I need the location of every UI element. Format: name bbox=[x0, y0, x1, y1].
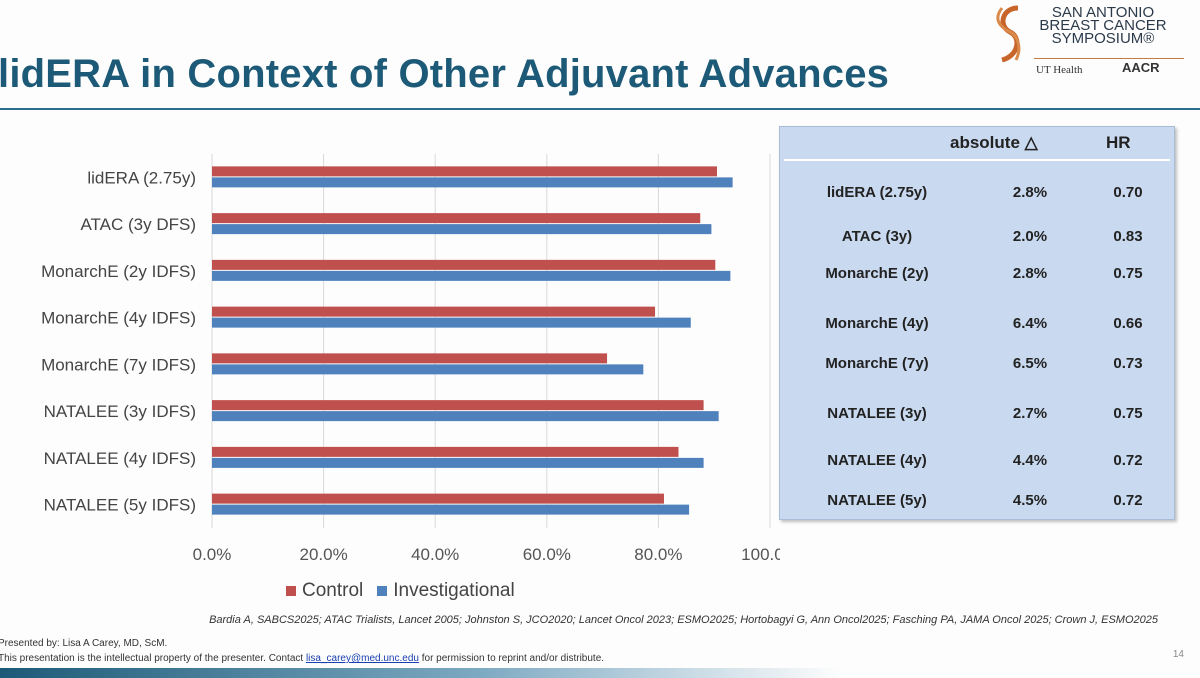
ribbon-logo-icon bbox=[996, 5, 1021, 63]
table-row: NATALEE (5y) 4.5% 0.72 bbox=[780, 492, 1174, 514]
table-header-divider bbox=[784, 159, 1170, 161]
row-absolute: 2.0% bbox=[1012, 228, 1048, 245]
bar-investigational bbox=[212, 504, 690, 515]
row-label: NATALEE (3y) bbox=[827, 405, 927, 422]
row-hr: 0.75 bbox=[1113, 265, 1143, 282]
presenter-credit: Presented by: Lisa A Carey, MD, ScM. bbox=[0, 638, 168, 649]
bar-control bbox=[212, 259, 716, 270]
bar-control bbox=[212, 400, 704, 411]
bar-control bbox=[212, 213, 701, 224]
row-absolute: 4.4% bbox=[1012, 452, 1048, 469]
row-absolute: 6.5% bbox=[1012, 355, 1048, 372]
legend-control-label: Control bbox=[302, 580, 364, 601]
table-row: NATALEE (4y) 4.4% 0.72 bbox=[780, 452, 1174, 474]
x-tick-label: 40.0% bbox=[411, 545, 459, 564]
row-label: lidERA (2.75y) bbox=[826, 184, 928, 201]
contact-email-link[interactable]: lisa_carey@med.unc.edu bbox=[305, 653, 419, 664]
bar-investigational bbox=[212, 177, 733, 188]
bar-investigational bbox=[212, 411, 719, 422]
legend-control-swatch bbox=[286, 586, 296, 596]
table-row: ATAC (3y) 2.0% 0.83 bbox=[780, 228, 1174, 250]
category-label: ATAC (3y DFS) bbox=[80, 215, 196, 234]
footer-bar bbox=[0, 668, 1200, 678]
table-row: MonarchE (2y) 2.8% 0.75 bbox=[780, 265, 1174, 287]
row-hr: 0.73 bbox=[1113, 355, 1143, 372]
title-divider bbox=[0, 108, 1200, 110]
row-label: MonarchE (2y) bbox=[825, 265, 929, 282]
bar-control bbox=[212, 493, 664, 504]
references: Bardia A, SABCS2025; ATAC Trialists, Lan… bbox=[209, 614, 1158, 626]
row-label: NATALEE (5y) bbox=[827, 492, 927, 509]
x-tick-label: 20.0% bbox=[299, 545, 347, 564]
logo-divider bbox=[1034, 58, 1184, 59]
table-row: NATALEE (3y) 2.7% 0.75 bbox=[780, 405, 1174, 427]
bar-investigational bbox=[212, 224, 712, 235]
table-header-absolute: absolute △ bbox=[950, 133, 1038, 152]
legend-control: Control bbox=[286, 580, 363, 602]
legend-investigational-swatch bbox=[377, 586, 388, 596]
x-tick-label: 0.0% bbox=[193, 545, 232, 564]
x-tick-label: 80.0% bbox=[634, 545, 682, 564]
bar-investigational bbox=[212, 317, 691, 328]
x-tick-label: 100.0% bbox=[741, 545, 780, 564]
legend-investigational-label: Investigational bbox=[393, 580, 515, 601]
table-row: MonarchE (4y) 6.4% 0.66 bbox=[780, 315, 1174, 337]
page-number: 14 bbox=[1172, 649, 1184, 660]
row-hr: 0.72 bbox=[1113, 452, 1143, 469]
table-row: lidERA (2.75y) 2.8% 0.70 bbox=[780, 184, 1174, 206]
row-absolute: 2.7% bbox=[1012, 405, 1048, 422]
table-header-hr: HR bbox=[1106, 133, 1131, 152]
bar-investigational bbox=[212, 364, 644, 375]
logo-line-1: SAN ANTONIO bbox=[1051, 4, 1155, 21]
row-hr: 0.83 bbox=[1113, 228, 1143, 245]
table-row: MonarchE (7y) 6.5% 0.73 bbox=[780, 355, 1174, 377]
slide-title: lidERA in Context of Other Adjuvant Adva… bbox=[0, 52, 890, 96]
category-label: MonarchE (2y IDFS) bbox=[41, 262, 196, 281]
ip-notice-pre: This presentation is the intellectual pr… bbox=[0, 653, 304, 664]
results-table: absolute △ HR lidERA (2.75y) 2.8% 0.70 ATAC… bbox=[779, 126, 1175, 520]
bar-investigational bbox=[212, 270, 731, 281]
category-label: lidERA (2.75y) bbox=[87, 168, 196, 187]
bar-control bbox=[212, 446, 679, 457]
row-absolute: 6.4% bbox=[1012, 315, 1048, 332]
bar-chart: 0.0% 20.0% 40.0% 60.0% 80.0% 100.0% lidERA (2.… bbox=[41, 154, 780, 564]
aacr-logo: AACR bbox=[1122, 60, 1160, 75]
row-label: ATAC (3y) bbox=[841, 228, 913, 245]
bar-control bbox=[212, 166, 717, 177]
row-hr: 0.70 bbox=[1113, 184, 1143, 201]
category-label: NATALEE (4y IDFS) bbox=[44, 449, 196, 468]
ut-health-logo: UT Health bbox=[1036, 64, 1083, 76]
x-tick-label: 60.0% bbox=[523, 545, 571, 564]
category-label: NATALEE (5y IDFS) bbox=[44, 496, 196, 515]
logo-line-3: SYMPOSIUM® bbox=[1051, 30, 1155, 47]
row-hr: 0.72 bbox=[1113, 492, 1143, 509]
bar-control bbox=[212, 353, 608, 364]
row-hr: 0.75 bbox=[1113, 405, 1143, 422]
row-absolute: 2.8% bbox=[1012, 184, 1048, 201]
row-hr: 0.66 bbox=[1113, 315, 1143, 332]
row-label: MonarchE (4y) bbox=[825, 315, 929, 332]
row-absolute: 4.5% bbox=[1012, 492, 1048, 509]
bar-control bbox=[212, 306, 656, 317]
category-label: MonarchE (4y IDFS) bbox=[41, 309, 196, 328]
sabcs-logo: SAN ANTONIO BREAST CANCER SYMPOSIUM® UT … bbox=[984, 2, 1194, 102]
ip-notice: This presentation is the intellectual pr… bbox=[0, 653, 604, 664]
chart-legend: Control Investigational bbox=[286, 580, 515, 602]
row-label: MonarchE (7y) bbox=[825, 355, 929, 372]
logo-line-2: BREAST CANCER bbox=[1039, 17, 1167, 34]
legend-investigational: Investigational bbox=[377, 580, 515, 602]
row-label: NATALEE (4y) bbox=[827, 452, 927, 469]
row-absolute: 2.8% bbox=[1012, 265, 1048, 282]
ip-notice-post: for permission to reprint and/or distrib… bbox=[421, 653, 605, 664]
category-label: NATALEE (3y IDFS) bbox=[44, 402, 196, 421]
category-label: MonarchE (7y IDFS) bbox=[41, 355, 196, 374]
bar-investigational bbox=[212, 457, 704, 468]
